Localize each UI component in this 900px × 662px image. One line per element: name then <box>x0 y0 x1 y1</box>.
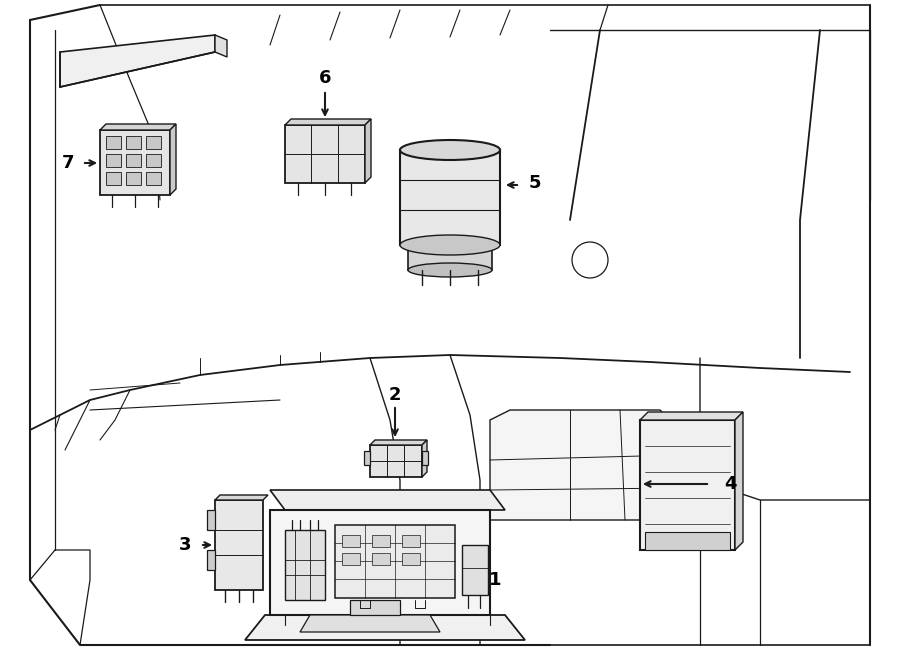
Polygon shape <box>490 410 680 520</box>
Polygon shape <box>106 172 121 185</box>
Polygon shape <box>146 136 161 149</box>
Polygon shape <box>640 420 735 550</box>
Polygon shape <box>285 125 365 183</box>
Polygon shape <box>462 545 488 595</box>
Polygon shape <box>408 245 492 270</box>
Polygon shape <box>350 600 400 615</box>
Polygon shape <box>270 490 505 510</box>
Polygon shape <box>100 124 176 130</box>
Polygon shape <box>285 530 325 600</box>
Polygon shape <box>422 440 427 477</box>
Polygon shape <box>372 553 390 565</box>
Text: 7: 7 <box>62 154 75 172</box>
Polygon shape <box>207 550 215 570</box>
Text: 6: 6 <box>319 69 331 87</box>
Polygon shape <box>364 451 370 465</box>
Polygon shape <box>126 136 141 149</box>
Polygon shape <box>270 510 490 615</box>
Polygon shape <box>342 553 360 565</box>
Polygon shape <box>60 35 215 87</box>
Polygon shape <box>126 172 141 185</box>
Ellipse shape <box>400 140 500 160</box>
Polygon shape <box>370 440 427 445</box>
Ellipse shape <box>400 235 500 255</box>
Polygon shape <box>100 130 170 195</box>
Polygon shape <box>372 535 390 547</box>
Polygon shape <box>215 500 263 590</box>
Polygon shape <box>126 154 141 167</box>
Polygon shape <box>285 119 371 125</box>
Polygon shape <box>300 615 440 632</box>
Polygon shape <box>400 150 500 245</box>
Polygon shape <box>735 412 743 550</box>
Text: 5: 5 <box>529 174 541 192</box>
Text: 3: 3 <box>179 536 192 554</box>
Polygon shape <box>402 535 420 547</box>
Polygon shape <box>645 532 730 550</box>
Polygon shape <box>215 495 268 500</box>
Polygon shape <box>335 525 455 598</box>
Polygon shape <box>146 172 161 185</box>
Text: 4: 4 <box>724 475 736 493</box>
Polygon shape <box>106 136 121 149</box>
Polygon shape <box>640 412 743 420</box>
Polygon shape <box>422 451 428 465</box>
Polygon shape <box>207 510 215 530</box>
Polygon shape <box>170 124 176 195</box>
Polygon shape <box>106 154 121 167</box>
Polygon shape <box>146 154 161 167</box>
Polygon shape <box>245 615 525 640</box>
Text: 1: 1 <box>489 571 501 589</box>
Polygon shape <box>342 535 360 547</box>
Polygon shape <box>402 553 420 565</box>
Ellipse shape <box>408 263 492 277</box>
Polygon shape <box>365 119 371 183</box>
Text: 2: 2 <box>389 386 401 404</box>
Polygon shape <box>370 445 422 477</box>
Polygon shape <box>215 35 227 57</box>
